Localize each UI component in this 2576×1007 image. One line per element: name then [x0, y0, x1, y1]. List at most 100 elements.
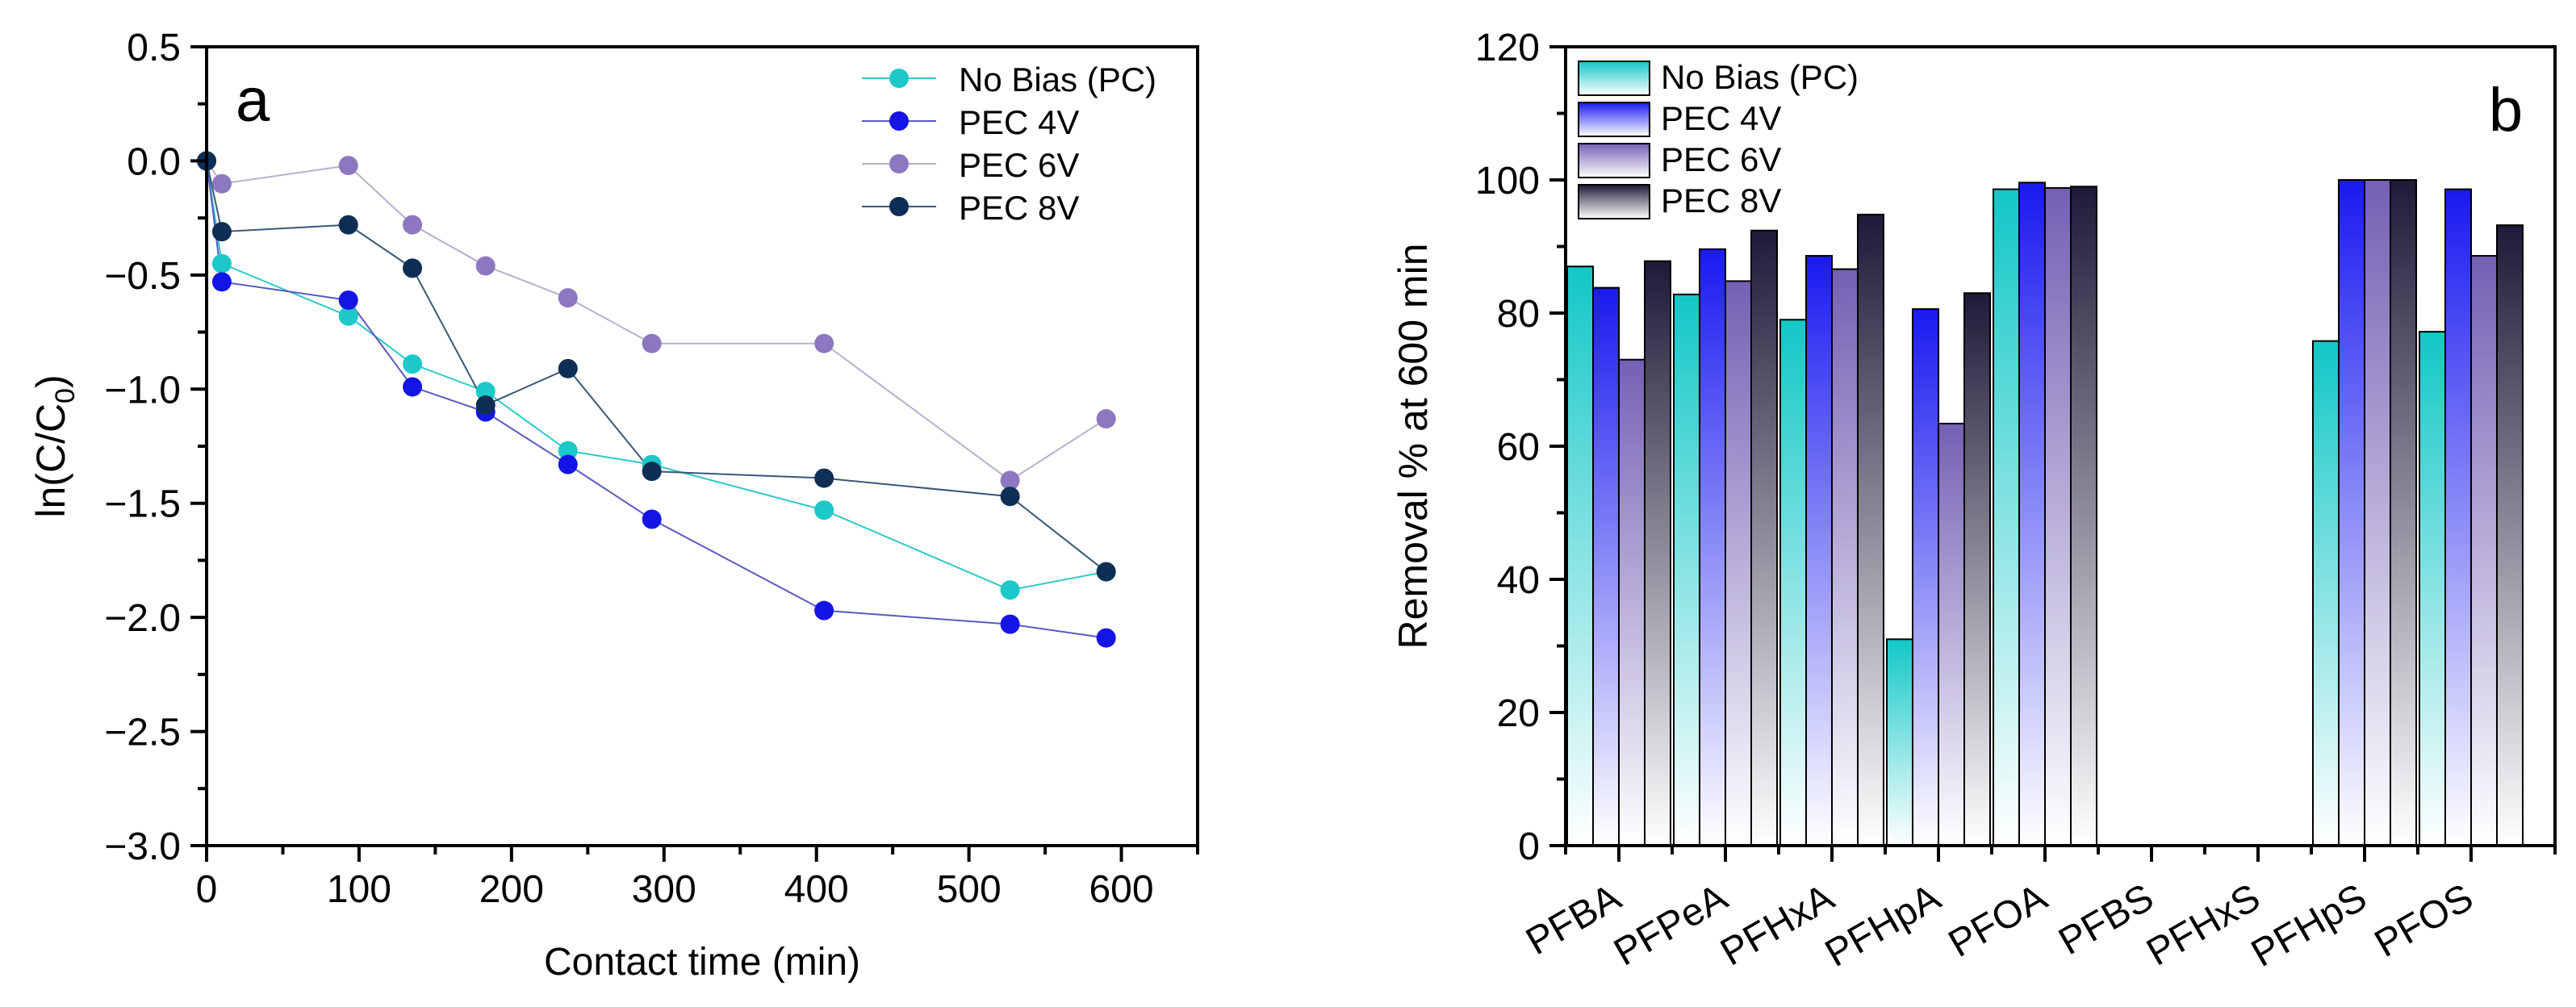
data-point-no-bias-pc — [558, 441, 578, 461]
legend-label: No Bias (PC) — [959, 61, 1156, 98]
y-tick-label: 60 — [1497, 426, 1540, 469]
legend-label: PEC 6V — [959, 146, 1079, 184]
y-tick-label: 0 — [1518, 825, 1540, 868]
panel-b-y-axis-label: Removal % at 600 min — [1390, 243, 1436, 649]
panel-b-label: b — [2489, 76, 2523, 144]
data-point-pec-8v — [211, 222, 232, 242]
bar-pec-4v-pfhpa — [1912, 308, 1939, 846]
data-point-pec-6v — [1096, 409, 1116, 429]
data-point-pec-4v — [558, 454, 578, 474]
bar-pec-8v-pfoa — [2070, 186, 2097, 846]
y-label-main: ln(C/C — [28, 403, 73, 518]
panel-a-y-ticks: 0.5 0.0 −0.5 −1.0 −1.5 −2.0 −2.5 −3.0 — [104, 27, 207, 868]
panel-a-x-axis-label: Contact time (min) — [544, 941, 860, 984]
data-point-pec-6v — [558, 288, 578, 308]
bar-pec-6v-pfhps — [2364, 179, 2391, 846]
y-tick-label: −2.0 — [104, 597, 181, 640]
x-tick-label: PFHxA — [1713, 876, 1841, 975]
data-point-pec-4v — [338, 290, 358, 310]
y-tick-label: 120 — [1475, 27, 1540, 69]
x-tick-label: 600 — [1089, 868, 1153, 911]
bar-pec-6v-pfhxa — [1831, 268, 1859, 846]
data-point-pec-4v — [403, 377, 423, 397]
panel-a-series-points — [197, 151, 1116, 648]
data-point-pec-6v — [338, 156, 358, 176]
bar-pec-8v-pfpea — [1750, 229, 1778, 846]
y-tick-label: −0.5 — [104, 255, 181, 298]
data-point-no-bias-pc — [814, 500, 834, 520]
bar-no-bias-pc-pfos — [2419, 331, 2446, 847]
legend-label: PEC 4V — [1661, 99, 1781, 137]
x-tick-label: PFHxS — [2139, 876, 2267, 975]
x-tick-label: 500 — [937, 868, 1002, 911]
data-point-pec-6v — [1000, 470, 1020, 491]
x-tick-label: 400 — [784, 868, 849, 911]
legend-marker-pec-6v — [889, 154, 909, 173]
series-line-pec-6v — [206, 160, 1107, 482]
bar-pec-4v-pfpea — [1699, 248, 1726, 846]
legend-marker-pec-4v — [889, 111, 909, 131]
y-tick-label: 0.0 — [127, 140, 181, 183]
bar-pec-8v-pfba — [1644, 260, 1671, 846]
bar-no-bias-pc-pfhpa — [1886, 638, 1913, 846]
data-point-pec-6v — [211, 173, 232, 194]
panel-a-label: a — [236, 66, 270, 135]
legend-label: PEC 8V — [959, 189, 1079, 227]
bar-pec-6v-pfpea — [1725, 280, 1752, 846]
data-point-pec-8v — [558, 358, 578, 378]
series-line-pec-4v — [206, 161, 1106, 639]
bar-no-bias-pc-pfpea — [1673, 293, 1700, 846]
panel-a-legend: No Bias (PC) PEC 4V PEC 6V PEC 8V — [862, 61, 1156, 227]
legend-label: PEC 4V — [959, 103, 1079, 141]
data-point-pec-8v — [814, 468, 834, 488]
x-tick-label: 0 — [196, 868, 218, 911]
y-tick-label: 40 — [1497, 559, 1540, 602]
data-point-pec-8v — [338, 215, 358, 235]
series-line-pec-8v — [206, 161, 1107, 573]
panel-a-series-lines — [206, 160, 1107, 639]
bar-pec-4v-pfba — [1592, 286, 1620, 846]
x-tick-label: PFOA — [1942, 876, 2055, 966]
panel-a-y-axis-label: ln(C/C0) — [28, 374, 81, 517]
legend-swatch-pec-4v — [1578, 102, 1650, 137]
panel-a: 0 100 200 300 400 500 600 0.5 0.0 −0.5 −1.0 −1.5 −2… — [28, 27, 1199, 984]
y-tick-label: 100 — [1475, 160, 1540, 203]
legend-swatch-pec-6v — [1578, 143, 1650, 178]
bar-no-bias-pc-pfba — [1566, 265, 1594, 846]
bar-pec-8v-pfhpa — [1963, 292, 1991, 846]
legend-label: PEC 6V — [1661, 140, 1781, 178]
bar-pec-4v-pfoa — [2018, 182, 2046, 847]
bar-pec-6v-pfhpa — [1938, 422, 1965, 846]
series-line-no-bias-pc — [206, 161, 1106, 591]
legend-swatch-pec-8v — [1578, 184, 1650, 219]
y-tick-label: −3.0 — [104, 825, 181, 868]
x-tick-label: PFPeA — [1607, 876, 1734, 975]
data-point-no-bias-pc — [211, 253, 232, 274]
data-point-pec-4v — [642, 509, 662, 529]
data-point-pec-6v — [475, 256, 496, 276]
data-point-pec-8v — [475, 395, 496, 416]
x-tick-label: 100 — [327, 868, 391, 911]
data-point-pec-8v — [1096, 562, 1116, 582]
bar-pec-8v-pfhxa — [1857, 213, 1884, 846]
legend-swatch-no-bias-pc — [1578, 61, 1650, 96]
x-tick-label: 300 — [632, 868, 696, 911]
data-point-pec-4v — [1096, 628, 1116, 648]
data-point-pec-6v — [814, 333, 834, 353]
bar-pec-8v-pfhps — [2390, 179, 2417, 846]
y-label-close: ) — [28, 374, 73, 388]
data-point-pec-4v — [814, 600, 834, 620]
bar-no-bias-pc-pfhxa — [1779, 319, 1807, 846]
y-tick-label: −1.5 — [104, 483, 181, 526]
x-tick-label: PFHpS — [2244, 876, 2373, 976]
y-tick-label: −2.5 — [104, 712, 181, 754]
data-point-pec-4v — [211, 272, 232, 292]
bar-no-bias-pc-pfhps — [2312, 340, 2340, 846]
data-point-no-bias-pc — [475, 382, 496, 402]
y-tick-label: 20 — [1497, 692, 1540, 735]
data-point-pec-6v — [403, 215, 423, 235]
data-point-pec-6v — [642, 333, 662, 353]
panel-a-x-ticks: 0 100 200 300 400 500 600 — [196, 846, 1199, 911]
